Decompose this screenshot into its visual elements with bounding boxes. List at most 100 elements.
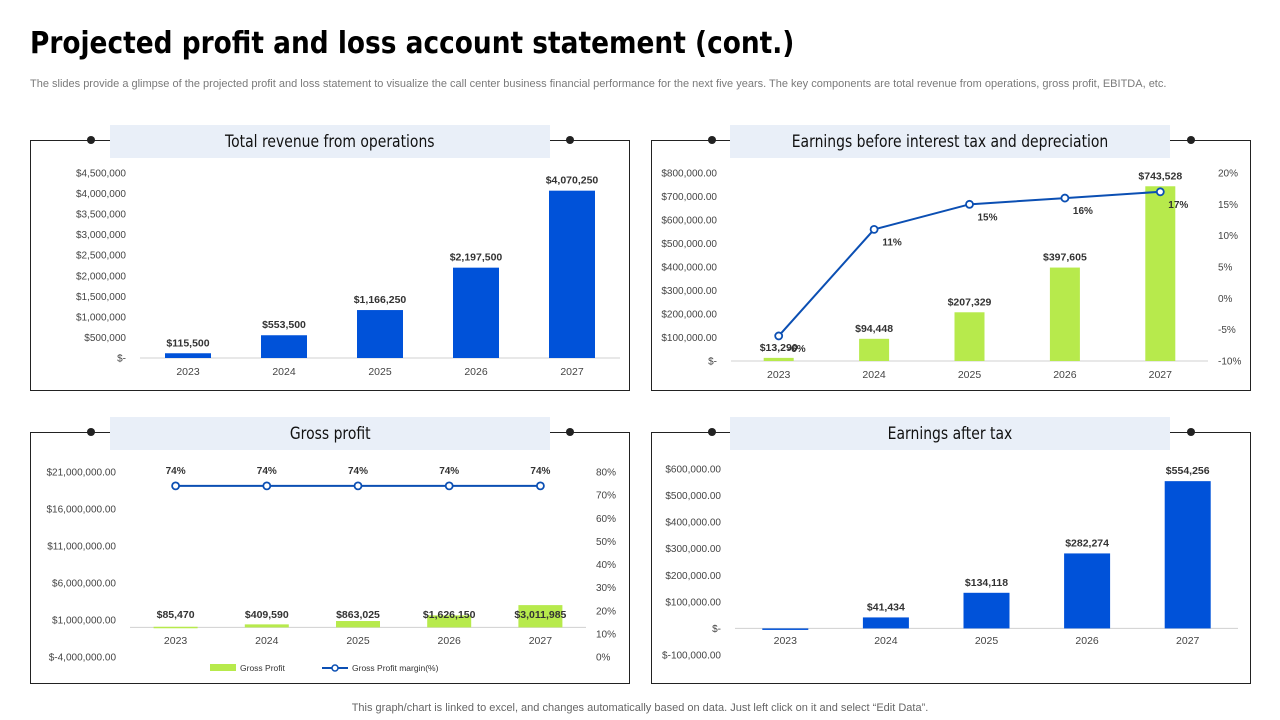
line-point [535,481,545,491]
bar [153,626,198,629]
gross-profit-panel [30,432,630,684]
gross-profit-chart-title: Gross profit [110,417,550,450]
y2-tick-label: 80% [596,468,616,479]
bar [244,624,289,628]
line-point [965,199,974,209]
x-tick-label: 2026 [464,366,488,378]
eat-chart[interactable]: $-100,000.00 $- $100,000.00 $200,000.00 $300… [651,452,1251,682]
y2-tick-label: 15% [1218,200,1238,211]
x-tick-label: 2023 [774,635,798,647]
y-tick-label: $500,000.00 [661,239,717,250]
line-value-label: 16% [1073,206,1093,217]
y-tick-label: $100,000.00 [661,333,717,344]
y-tick-label: $- [708,357,717,368]
bar [859,338,890,361]
y2-tick-label: 30% [596,583,616,594]
line-value-label: -6% [788,344,806,355]
page-title: Projected profit and loss account statem… [30,26,795,61]
revenue-chart[interactable]: $- $500,000 $1,000,000 $1,500,000 $2,000,000… [30,160,630,388]
revenue-panel [30,140,630,391]
bar [1064,553,1111,629]
bar-value-label: $409,590 [245,609,289,621]
gross-profit-chart[interactable]: $-4,000,000.00 $1,000,000.00 $6,000,000.00… [30,452,630,682]
y-tick-label: $400,000.00 [665,518,721,529]
y-tick-label: $- [117,354,126,365]
line-value-label: 17% [1168,200,1188,211]
y2-tick-label: 10% [1218,231,1238,242]
ebitda-connector-dot-left [708,136,716,144]
x-tick-label: 2026 [438,635,462,647]
y-tick-label: $300,000.00 [665,544,721,555]
y-tick-label: $3,500,000 [76,210,126,221]
page-subtitle: The slides provide a glimpse of the proj… [30,78,1167,90]
eat-connector-dot-left [708,428,716,436]
y-tick-label: $200,000.00 [661,310,717,321]
bar [963,592,1010,629]
y-tick-label: $-4,000,000.00 [49,653,117,664]
revenue-connector-left [30,140,92,141]
y-tick-label: $600,000.00 [665,465,721,476]
line-point [171,481,181,491]
y-tick-label: $500,000.00 [665,491,721,502]
ebitda-connector-dot-right [1187,136,1195,144]
y2-tick-label: 0% [1218,294,1233,305]
x-tick-label: 2026 [1053,369,1077,381]
bar [336,621,380,628]
bar [762,628,809,630]
y2-tick-label: 70% [596,491,616,502]
line-value-label: 74% [348,466,368,477]
bar-value-label: $863,025 [336,609,380,621]
y-tick-label: $11,000,000.00 [47,542,116,553]
y-tick-label: $1,000,000 [76,312,126,323]
ebitda-chart-title: Earnings before interest tax and depreci… [730,125,1170,158]
y-tick-label: $2,000,000 [76,271,126,282]
y2-tick-label: 10% [596,629,616,640]
x-tick-label: 2023 [164,635,188,647]
eat-chart-title: Earnings after tax [730,417,1170,450]
y2-tick-label: 0% [596,653,611,664]
y-tick-label: $400,000.00 [661,263,717,274]
bar [549,190,595,358]
bar-value-label: $2,197,500 [450,252,503,264]
y-tick-label: $800,000.00 [661,169,717,180]
bar-value-label: $1,166,250 [354,294,407,306]
y-tick-label: $100,000.00 [665,597,721,608]
bar [357,310,403,358]
footer-note: This graph/chart is linked to excel, and… [351,702,929,714]
line-point [444,481,454,491]
x-tick-label: 2023 [176,366,200,378]
y-tick-label: $700,000.00 [661,192,717,203]
ebitda-chart[interactable]: $- $100,000.00 $200,000.00 $300,000.00 $400,… [651,160,1251,388]
line-value-label: 15% [977,212,997,223]
y-tick-label: $6,000,000.00 [52,579,116,590]
line-value-label: 74% [530,466,550,477]
bar [427,615,472,628]
revenue-connector-right [570,140,630,141]
eat-connector-dot-right [1187,428,1195,436]
y-tick-label: $3,000,000 [76,230,126,241]
bar [1164,481,1211,629]
line-point [353,481,363,491]
bar [862,617,909,629]
y-tick-label: $600,000.00 [661,216,717,227]
x-tick-label: 2027 [1176,635,1200,647]
eat-connector-right [1191,432,1251,433]
bar-value-label: $41,434 [867,601,905,613]
y-tick-label: $200,000.00 [665,571,721,582]
revenue-connector-dot-right [566,136,574,144]
x-tick-label: 2023 [767,369,791,381]
x-tick-label: 2027 [560,366,584,378]
bar-value-label: $553,500 [262,319,306,331]
y2-tick-label: 5% [1218,263,1233,274]
x-tick-label: 2025 [368,366,392,378]
bar [1145,186,1176,361]
ebitda-connector-left [651,140,713,141]
y-tick-label: $-100,000.00 [662,651,721,662]
legend-label: Gross Profit [240,663,286,673]
legend-swatch-marker [331,664,339,672]
ebitda-connector-right [1191,140,1251,141]
line-point [1060,193,1070,203]
bar-value-label: $207,329 [948,296,992,308]
gross-profit-connector-dot-right [566,428,574,436]
y-tick-label: $300,000.00 [661,286,717,297]
